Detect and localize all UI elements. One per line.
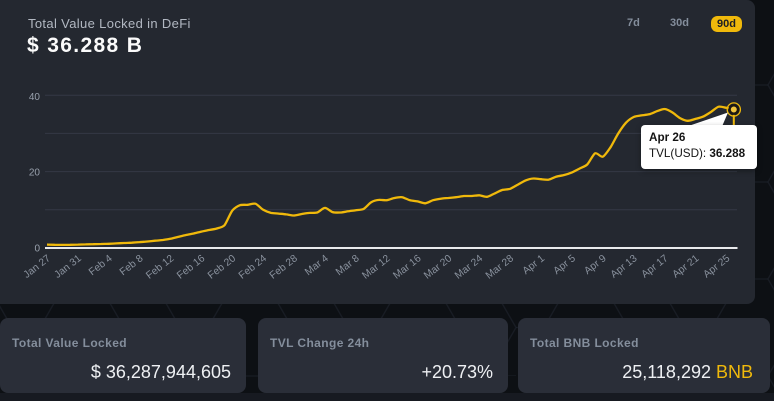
svg-text:Mar 4: Mar 4 xyxy=(303,253,331,278)
svg-text:Mar 28: Mar 28 xyxy=(484,253,516,282)
svg-text:Feb 20: Feb 20 xyxy=(206,253,238,282)
svg-text:Feb 28: Feb 28 xyxy=(268,253,300,282)
svg-text:Mar 8: Mar 8 xyxy=(334,253,362,278)
svg-text:Mar 12: Mar 12 xyxy=(361,253,393,282)
svg-text:Mar 16: Mar 16 xyxy=(391,253,423,282)
svg-text:0: 0 xyxy=(34,244,40,255)
svg-text:Apr 25: Apr 25 xyxy=(702,253,733,281)
svg-text:Apr 5: Apr 5 xyxy=(552,253,578,277)
svg-text:Feb 24: Feb 24 xyxy=(237,253,269,282)
svg-text:Apr 13: Apr 13 xyxy=(609,253,640,281)
svg-text:Apr 1: Apr 1 xyxy=(521,253,547,277)
svg-text:Apr 21: Apr 21 xyxy=(671,253,702,281)
svg-text:40: 40 xyxy=(29,92,41,103)
svg-text:Feb 16: Feb 16 xyxy=(175,253,207,282)
svg-text:Apr 17: Apr 17 xyxy=(640,253,671,281)
svg-text:Mar 20: Mar 20 xyxy=(422,253,454,282)
svg-text:Feb 12: Feb 12 xyxy=(144,253,176,282)
svg-text:Jan 31: Jan 31 xyxy=(53,253,84,281)
svg-text:Apr 9: Apr 9 xyxy=(582,253,608,277)
svg-text:Feb 8: Feb 8 xyxy=(118,253,146,278)
svg-text:Mar 24: Mar 24 xyxy=(453,253,485,282)
svg-text:20: 20 xyxy=(29,168,41,179)
svg-text:Jan 27: Jan 27 xyxy=(22,253,53,281)
svg-text:Feb 4: Feb 4 xyxy=(87,253,115,278)
